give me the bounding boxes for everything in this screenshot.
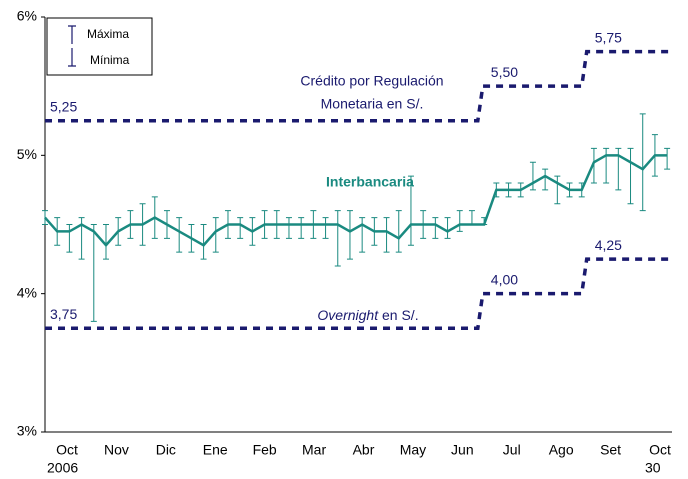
- range-bar: [237, 217, 244, 239]
- x-tick-label: Oct: [56, 442, 78, 458]
- x-tick-label: Abr: [353, 442, 375, 458]
- step-value-label: 4,00: [491, 271, 518, 287]
- x-tick-label: Jun: [451, 442, 474, 458]
- range-bar: [590, 147, 597, 184]
- x-tick-label: May: [400, 442, 426, 458]
- range-bar: [542, 168, 549, 191]
- range-bar: [90, 224, 97, 322]
- range-bar: [212, 217, 219, 253]
- step-line: [45, 49, 672, 123]
- range-bar: [456, 210, 463, 232]
- end-day: 30: [645, 460, 661, 476]
- range-bar: [395, 210, 402, 253]
- overnight-rest: en S/.: [378, 307, 418, 323]
- range-bar: [554, 175, 561, 205]
- x-tick-label: Mar: [302, 442, 326, 458]
- y-tick-label: 6%: [17, 8, 37, 24]
- step-value-label: 5,25: [50, 98, 77, 114]
- range-bar: [285, 217, 292, 239]
- legend-icon-high: [68, 25, 76, 44]
- range-bar: [529, 161, 536, 191]
- range-bar: [639, 113, 646, 212]
- range-bar: [102, 224, 109, 260]
- x-tick-label: Jul: [503, 442, 521, 458]
- credit-label: Crédito por Regulación: [300, 73, 443, 89]
- legend-low: Mínima: [90, 53, 130, 67]
- start-year: 2006: [47, 460, 78, 476]
- x-tick-label: Nov: [104, 442, 129, 458]
- range-bar: [200, 224, 207, 260]
- range-bar: [468, 210, 475, 225]
- legend-icon-low: [68, 48, 76, 67]
- legend-high: Máxima: [87, 27, 129, 41]
- step-value-label: 5,75: [595, 29, 622, 45]
- range-bar: [322, 217, 329, 239]
- overnight-italic: Overnight: [317, 307, 379, 323]
- range-bar: [176, 217, 183, 253]
- range-bar: [627, 147, 634, 205]
- step-value-label: 4,25: [595, 237, 622, 253]
- step-line: [45, 257, 672, 330]
- range-bar: [407, 175, 414, 246]
- range-bar: [298, 217, 305, 239]
- range-bar: [334, 210, 341, 267]
- range-bar: [346, 210, 353, 260]
- legend-box: [46, 17, 153, 76]
- x-tick-label: Ago: [549, 442, 574, 458]
- range-bar: [359, 217, 366, 253]
- range-bar: [383, 217, 390, 253]
- y-tick-label: 3%: [17, 423, 37, 439]
- x-tick-label: Dic: [156, 442, 176, 458]
- range-bar: [66, 224, 73, 253]
- range-bar: [603, 147, 610, 184]
- overnight-label: Overnight en S/.: [317, 307, 418, 323]
- x-tick-label: Set: [600, 442, 621, 458]
- credit-label: Monetaria en S/.: [321, 96, 424, 112]
- step-value-label: 3,75: [50, 306, 77, 322]
- range-bar: [664, 147, 671, 170]
- series-line: [44, 154, 668, 248]
- range-bar: [432, 217, 439, 239]
- range-bar: [444, 217, 451, 239]
- x-tick-label: Feb: [253, 442, 277, 458]
- step-value-label: 5,50: [491, 64, 518, 80]
- x-tick-label: Oct: [649, 442, 671, 458]
- x-tick-label: Ene: [203, 442, 228, 458]
- series-label: Interbancaria: [326, 174, 414, 190]
- y-tick-label: 4%: [17, 284, 37, 300]
- y-tick-label: 5%: [17, 146, 37, 162]
